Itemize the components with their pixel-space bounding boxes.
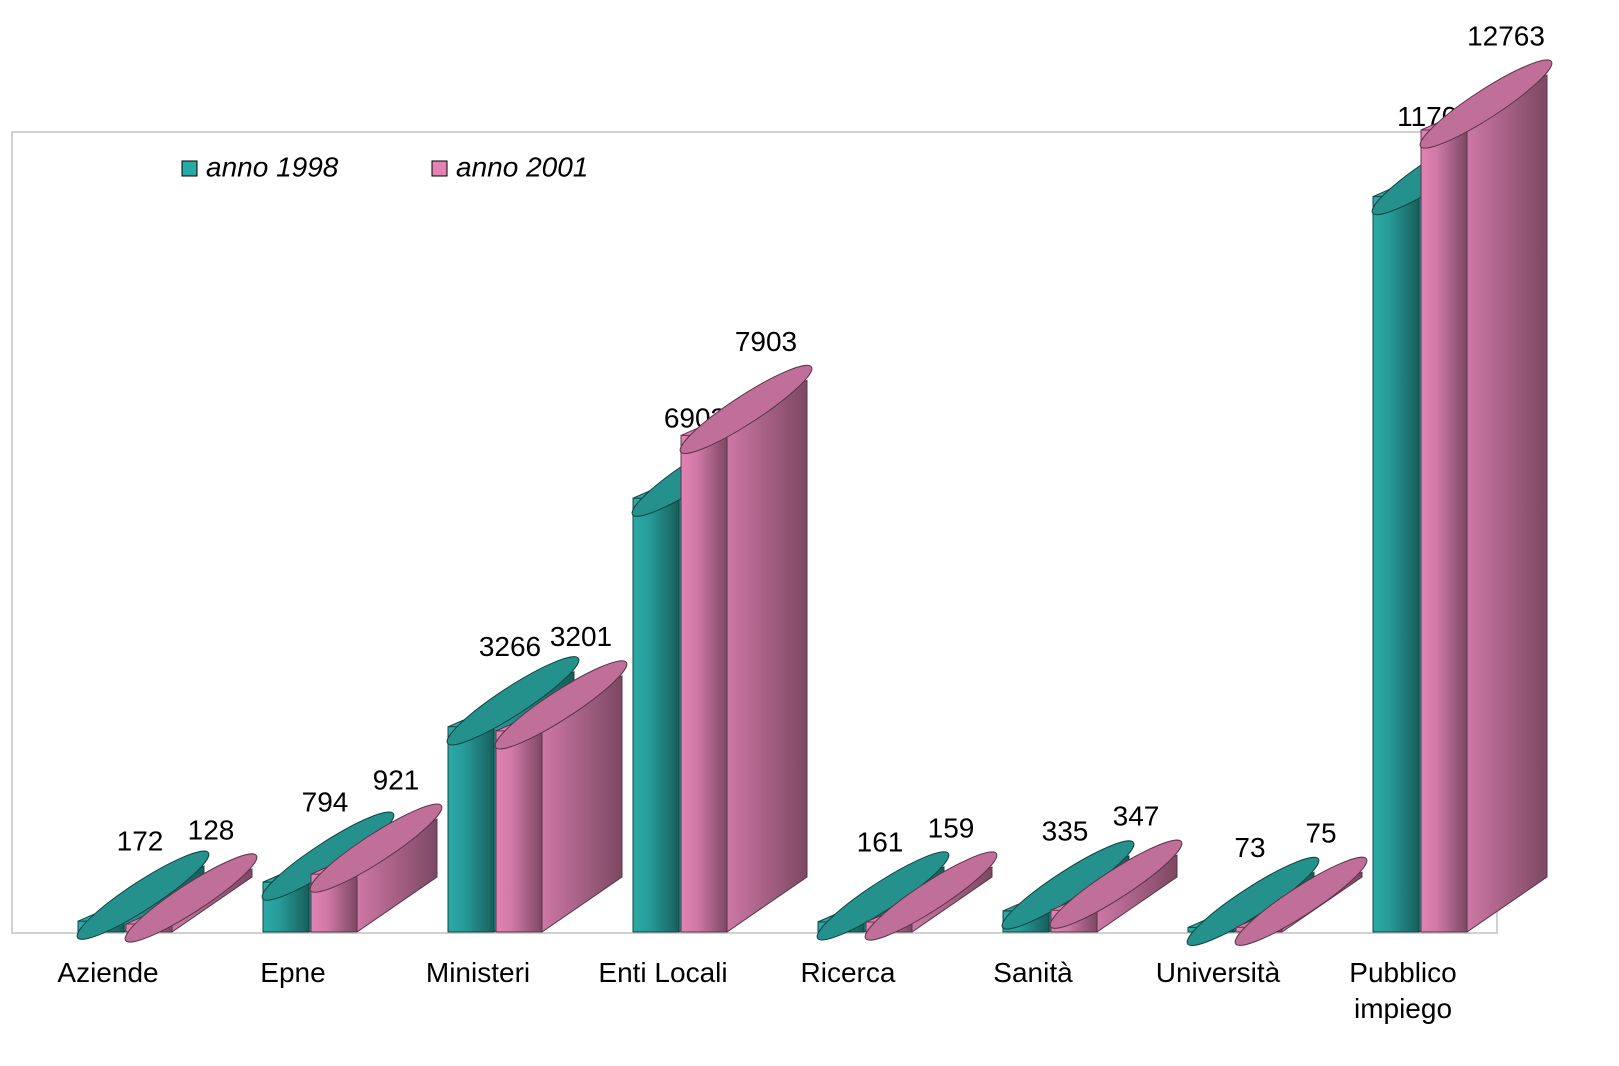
data-label: 159: [928, 812, 975, 843]
data-label: 73: [1234, 832, 1265, 863]
bar-front: [632, 497, 680, 933]
bar-top: [124, 853, 258, 943]
x-tick-label: Pubblico impiego: [1349, 957, 1457, 1024]
bar-top: [1419, 59, 1553, 149]
bar-top: [1049, 839, 1183, 929]
bar: [1186, 856, 1320, 946]
legend-label: anno 2001: [456, 151, 588, 182]
bar-top: [679, 364, 813, 454]
data-label: 161: [857, 826, 904, 857]
data-label: 7903: [735, 326, 797, 357]
data-label: 3201: [550, 621, 612, 652]
x-tick-label: Aziende: [57, 957, 159, 988]
bar: [1001, 840, 1135, 933]
x-tick-label: Ministeri: [425, 957, 531, 988]
x-tick-label: Sanità: [993, 957, 1073, 988]
data-label: 75: [1305, 818, 1336, 849]
bar-top: [864, 851, 998, 941]
bar-front: [495, 730, 543, 933]
bar: [76, 850, 210, 940]
data-label: 12763: [1467, 20, 1545, 51]
x-tick-label: Enti Locali: [598, 957, 728, 988]
bar-top: [494, 660, 628, 750]
bar: [309, 803, 443, 933]
bar: [124, 853, 258, 943]
data-label: 172: [117, 826, 164, 857]
bar: [864, 851, 998, 941]
bar-front: [680, 434, 728, 933]
legend-label: anno 1998: [206, 151, 339, 182]
x-tick-label: Università: [1155, 957, 1281, 988]
bar-top: [76, 850, 210, 940]
x-tick-label: Ricerca: [800, 957, 896, 988]
data-label: 128: [188, 814, 235, 845]
bar: [1049, 839, 1183, 933]
bar-front: [1420, 129, 1468, 933]
data-label: 347: [1113, 801, 1160, 832]
bar-front: [447, 726, 495, 933]
bar: [679, 364, 813, 933]
bar: [1419, 59, 1553, 933]
legend-swatch: [181, 160, 198, 177]
data-label: 335: [1042, 815, 1089, 846]
data-label: 794: [302, 786, 349, 817]
bar-top: [309, 803, 443, 893]
bar: [1234, 856, 1368, 946]
bar-top: [446, 656, 580, 746]
x-tick-label: Epne: [260, 957, 326, 988]
data-label: 3266: [479, 631, 541, 662]
bar-front: [1372, 196, 1420, 933]
legend-swatch: [431, 160, 448, 177]
data-label: 921: [373, 765, 420, 796]
bar-top: [1234, 856, 1368, 946]
bar: [494, 660, 628, 933]
